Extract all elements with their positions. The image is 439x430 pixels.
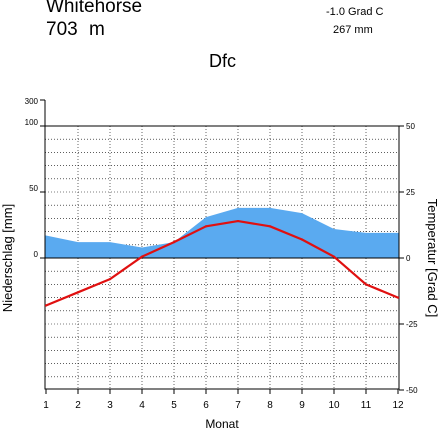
x-tick-label: 8 <box>267 400 273 411</box>
x-axis-label: Monat <box>205 417 239 430</box>
x-tick-label: 6 <box>203 400 209 411</box>
temperature-line <box>45 219 399 307</box>
grid-lines <box>45 126 399 389</box>
x-tick-label: 3 <box>107 400 113 411</box>
x-tick-label: 9 <box>299 400 305 411</box>
temperature-point-7 <box>236 219 240 223</box>
temperature-point-6 <box>204 225 208 228</box>
temperature-point-4 <box>140 255 144 258</box>
climate-classification: Dfc <box>209 51 236 71</box>
temperature-point-11 <box>364 283 368 286</box>
precipitation-area-layer <box>45 207 399 258</box>
temperature-point-5 <box>172 241 176 244</box>
right-tick-label: -25 <box>406 320 418 329</box>
station-name: Whitehorse <box>46 0 143 17</box>
temperature-point-9 <box>300 238 304 241</box>
temperature-point-10 <box>332 255 336 258</box>
temperature-point-3 <box>108 278 112 281</box>
x-tick-label: 5 <box>171 400 177 411</box>
temperature-point-8 <box>268 225 272 228</box>
right-tick-label: 50 <box>406 122 415 131</box>
station-elevation: 703 m <box>46 19 105 40</box>
x-tick-label: 7 <box>235 400 241 411</box>
right-tick-label: -50 <box>406 386 418 395</box>
axis-labels: Monat Niederschlag [mm] Temperatur [Grad… <box>0 97 439 430</box>
temperature-point-12 <box>396 296 400 299</box>
annual-mean-temperature: -1.0 Grad C <box>326 6 384 18</box>
left-axis-label: Niederschlag [mm] <box>0 204 15 312</box>
precipitation-area <box>45 207 399 258</box>
temperature-line-layer <box>44 219 400 307</box>
x-tick-label: 1 <box>43 400 49 411</box>
right-axis-label: Temperatur [Grad C] <box>425 199 439 318</box>
x-tick-label: 10 <box>328 400 340 411</box>
left-tick-label: 0 <box>34 250 39 259</box>
x-tick-label: 12 <box>392 400 404 411</box>
left-tick-label: 300 <box>25 97 39 106</box>
x-tick-label: 11 <box>361 400 372 411</box>
right-tick-label: 25 <box>406 188 415 197</box>
left-tick-label: 50 <box>29 184 38 193</box>
temperature-point-2 <box>76 291 80 294</box>
x-tick-label: 4 <box>139 400 145 411</box>
axis-ticks <box>40 99 404 394</box>
x-tick-label: 2 <box>75 400 81 411</box>
annual-precipitation: 267 mm <box>333 24 373 36</box>
left-tick-label: 100 <box>25 118 39 127</box>
temperature-point-1 <box>44 304 48 307</box>
right-tick-label: 0 <box>406 254 411 263</box>
